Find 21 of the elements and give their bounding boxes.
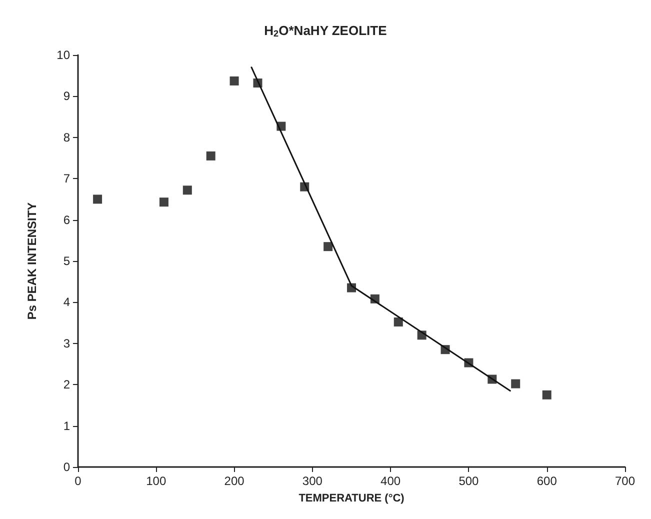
y-tick-label: 5 xyxy=(63,254,70,268)
x-tick-label: 500 xyxy=(458,474,480,488)
y-tick-label: 9 xyxy=(63,89,70,104)
x-tick-label: 0 xyxy=(74,474,82,488)
x-axis-title: TEMPERATURE (°C) xyxy=(298,492,405,504)
x-tick-label: 200 xyxy=(224,474,245,488)
x-tick-label: 100 xyxy=(146,474,166,488)
y-tick-label: 3 xyxy=(63,336,70,350)
x-tick-label: 600 xyxy=(536,474,558,488)
y-tick-label: 10 xyxy=(56,48,70,62)
y-tick-label: 7 xyxy=(63,172,70,186)
y-axis-title: Ps PEAK INTENSITY xyxy=(25,202,39,320)
y-tick-label: 6 xyxy=(63,212,70,227)
x-tick-label: 400 xyxy=(380,474,401,488)
y-tick-label: 2 xyxy=(63,378,70,392)
x-tick-label: 700 xyxy=(614,474,636,488)
y-tick-label: 8 xyxy=(63,130,70,144)
y-tick-label: 4 xyxy=(63,295,70,310)
y-tick-label: 0 xyxy=(63,460,70,474)
y-tick-label: 1 xyxy=(63,418,70,433)
x-tick-label: 300 xyxy=(302,474,323,488)
